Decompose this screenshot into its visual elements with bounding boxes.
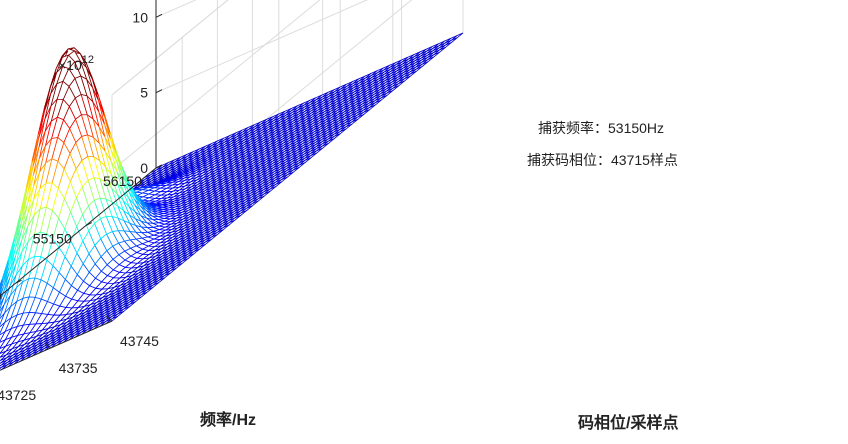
y-tick-label: 43725: [0, 387, 36, 403]
y-axis-label: 码相位/采样点: [578, 413, 678, 432]
x-tick-label: 56150: [103, 173, 142, 189]
surface-cell: [0, 362, 1, 365]
surface-cell: [0, 367, 2, 369]
y-tick-label: 43745: [120, 333, 159, 349]
z-gridline: [111, 0, 321, 171]
z-tick-mark: [155, 164, 163, 169]
surface-cell: [0, 364, 2, 367]
x-tick-mark: [15, 279, 22, 284]
surface-cell: [0, 345, 7, 354]
y-tick-label: 43735: [59, 360, 98, 376]
y-axis-line: [0, 320, 113, 371]
x-tick-label: 55150: [33, 231, 72, 247]
surface-cell: [0, 297, 5, 310]
annotation-code-phase: 捕获码相位：43715样点: [527, 152, 678, 168]
y-tick-mark: [105, 315, 113, 322]
z-gridline: [111, 0, 229, 96]
z-tick-label: 5: [140, 85, 148, 101]
x-axis-label: 频率/Hz: [200, 410, 256, 429]
surface-cell: [0, 280, 4, 291]
y-tick-mark: [44, 342, 51, 349]
surface-cell: [0, 304, 5, 318]
axes: [0, 0, 163, 371]
z-tick-mark: [155, 89, 163, 94]
surface-cell: [0, 287, 4, 299]
x-axis-line: [0, 167, 157, 297]
z-tick-label: 10: [132, 9, 148, 25]
surface-mesh: [0, 32, 464, 371]
x-tick-label: 54150: [0, 288, 2, 304]
y-tick-labels: 436954370543715437254373543745: [0, 333, 159, 403]
x-tick-mark: [85, 222, 93, 227]
z-tick-mark: [155, 13, 163, 18]
surface-cell: [0, 283, 4, 294]
surface-cell: [0, 322, 6, 334]
surface-cell: [0, 291, 4, 304]
exponent-label: ×1012: [58, 54, 94, 73]
z-tick-labels: 051015: [132, 9, 148, 176]
surface-cell: [0, 330, 7, 342]
x-tick-labels: 561505515054150531505215051150: [0, 173, 142, 304]
surface-cell: [0, 279, 3, 288]
annotation-frequency: 捕获频率：53150Hz: [538, 120, 664, 136]
surface-cell: [0, 312, 5, 326]
surface-cell: [0, 338, 7, 349]
z-tick-label: 0: [140, 160, 148, 176]
